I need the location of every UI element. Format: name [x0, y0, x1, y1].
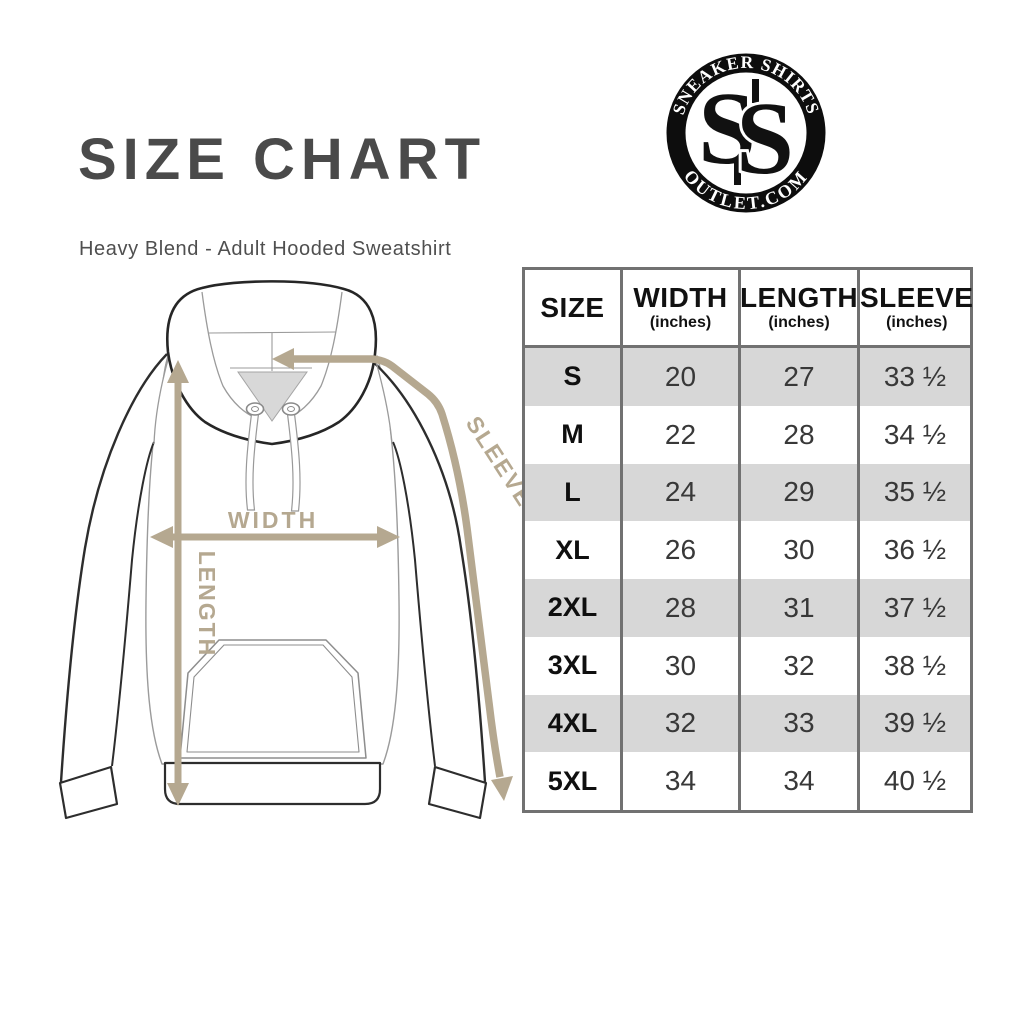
size-value: 4XL	[525, 694, 623, 753]
sleeve-value: 38 ½	[883, 649, 947, 681]
width-value: 26	[623, 521, 741, 579]
width-value: 32	[623, 694, 741, 753]
length-value: 29	[741, 463, 860, 522]
pocket-inner-stitch	[186, 644, 360, 753]
column-header-unit: (inches)	[886, 314, 948, 331]
table-body: S 20 27 33 ½ M 22 28 34 ½ L 24 29 35 ½	[525, 348, 970, 810]
table-row: 3XL 30 32 38 ½	[525, 636, 970, 695]
width-value: 34	[623, 752, 741, 810]
sleeve-value: 34 ½	[883, 418, 947, 450]
waistband	[163, 761, 382, 806]
length-value: 34	[741, 752, 860, 810]
sleeve-arrow-line	[291, 355, 504, 778]
right-sleeve-inner-seam	[392, 441, 436, 767]
kangaroo-pocket	[179, 639, 367, 759]
column-header-label: WIDTH	[633, 282, 728, 313]
table-header-row: SIZE WIDTH (inches) LENGTH (inches) SLEE…	[525, 270, 973, 348]
column-header-size: SIZE	[525, 270, 623, 345]
width-value: 30	[623, 636, 741, 695]
column-header-unit: (inches)	[768, 314, 830, 331]
page-subtitle: Heavy Blend - Adult Hooded Sweatshirt	[79, 238, 452, 260]
sleeve-value: 35 ½	[883, 476, 947, 508]
column-header-width: WIDTH (inches)	[623, 270, 741, 345]
length-label: LENGTH	[194, 551, 220, 658]
logo-inner-disc	[685, 72, 807, 194]
width-arrowhead-left	[150, 526, 173, 548]
column-header-length: LENGTH (inches)	[739, 270, 860, 345]
right-drawstring	[286, 413, 301, 512]
width-arrowhead-right	[377, 526, 400, 548]
hoodie-diagram: WIDTH LENGTH SLEEVE	[58, 280, 539, 820]
length-value: 30	[741, 521, 860, 579]
page-title: SIZE CHART	[78, 127, 486, 192]
left-cuff	[58, 765, 119, 820]
sleeve-value: 37 ½	[883, 591, 947, 623]
sleeve-value: 33 ½	[883, 360, 947, 392]
sleeve-arrowhead-bottom	[491, 776, 513, 801]
svg-text:S: S	[698, 71, 756, 186]
sleeve-arrowhead-top	[272, 348, 294, 370]
size-value: S	[525, 348, 623, 406]
left-raglan-seam	[153, 355, 170, 445]
left-drawstring	[245, 413, 260, 511]
width-label: WIDTH	[228, 507, 318, 533]
sleeve-value: 39 ½	[883, 707, 947, 739]
size-value: M	[525, 405, 623, 464]
length-arrowhead-top	[167, 360, 189, 383]
length-value: 28	[741, 405, 860, 464]
measurement-arrows	[150, 348, 513, 806]
svg-text:S: S	[736, 81, 794, 196]
hoodie-right-sleeve	[371, 360, 485, 782]
left-sleeve-inner-seam	[111, 441, 155, 767]
length-value: 32	[741, 636, 860, 695]
column-header-unit: (inches)	[649, 314, 712, 331]
table-row: L 24 29 35 ½	[525, 463, 970, 522]
size-table: SIZE WIDTH (inches) LENGTH (inches) SLEE…	[522, 267, 973, 813]
left-sleeve-outer-seam	[59, 353, 168, 783]
left-eyelet-hole	[251, 406, 259, 412]
hoodie-left-sleeve	[61, 354, 167, 782]
length-value: 33	[741, 694, 860, 753]
sleeve-value: 40 ½	[883, 765, 947, 797]
column-header-label: SIZE	[540, 291, 605, 323]
table-row: M 22 28 34 ½	[525, 405, 970, 464]
table-row: XL 26 30 36 ½	[525, 521, 970, 579]
column-header-label: SLEEVE	[860, 282, 974, 313]
hood-interior-seams	[208, 331, 337, 371]
length-value: 27	[741, 348, 860, 406]
width-value: 22	[623, 405, 741, 464]
right-raglan-seam	[374, 357, 393, 445]
hood-opening-left	[201, 291, 257, 419]
width-value: 28	[623, 579, 741, 637]
size-value: 3XL	[525, 636, 623, 695]
right-sleeve-outer-seam	[370, 359, 487, 783]
sleeve-value: 36 ½	[883, 534, 947, 566]
logo-ss-monogram-icon: S S	[698, 71, 797, 199]
brand-logo: SNEAKER SHIRTS OUTLET.COM S S	[666, 52, 826, 213]
width-arrow-line	[168, 533, 380, 541]
width-value: 24	[623, 463, 741, 522]
column-header-sleeve: SLEEVE (inches)	[860, 270, 973, 345]
table-row: 2XL 28 31 37 ½	[525, 579, 970, 637]
table-row: 4XL 32 33 39 ½	[525, 694, 970, 753]
table-row: S 20 27 33 ½	[525, 348, 970, 406]
size-value: 2XL	[525, 579, 623, 637]
width-value: 20	[623, 348, 741, 406]
size-value: 5XL	[525, 752, 623, 810]
length-arrow-line	[174, 378, 182, 788]
size-value: L	[525, 463, 623, 522]
size-value: XL	[525, 521, 623, 579]
column-header-label: LENGTH	[739, 282, 859, 313]
length-arrowhead-bottom	[167, 783, 189, 806]
right-eyelet-hole	[287, 406, 295, 412]
length-value: 31	[741, 579, 860, 637]
neck-triangle	[237, 371, 308, 422]
right-cuff	[427, 765, 488, 820]
table-row: 5XL 34 34 40 ½	[525, 752, 970, 810]
